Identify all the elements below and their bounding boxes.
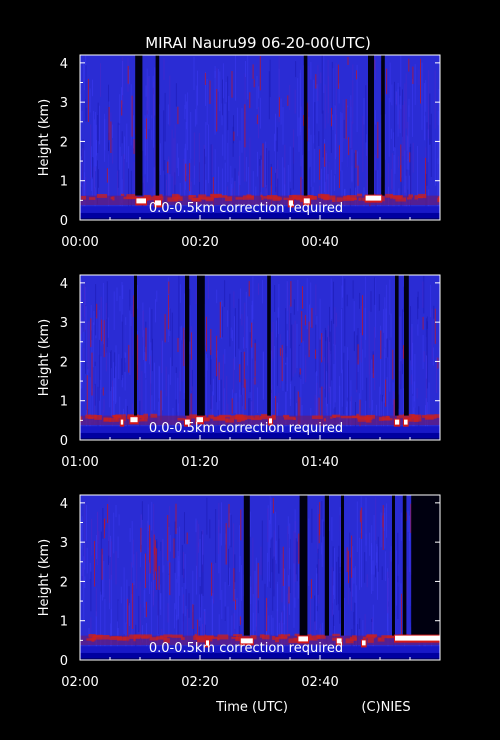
x-tick-label: 01:00 xyxy=(61,455,98,470)
boundary-layer-band xyxy=(80,195,440,206)
y-tick-label: 4 xyxy=(60,57,68,72)
signal-dropout xyxy=(303,55,308,196)
credit-label: (C)NIES xyxy=(361,700,410,715)
surface-layer-1 xyxy=(80,426,440,433)
signal-dropout xyxy=(197,275,205,416)
y-tick-label: 2 xyxy=(60,135,68,150)
boundary-layer-band xyxy=(80,635,440,646)
x-tick-label: 02:40 xyxy=(301,675,338,690)
cloud-base-return xyxy=(185,419,190,425)
y-tick-label: 3 xyxy=(60,536,68,551)
signal-dropout xyxy=(341,495,344,636)
y-tick-label: 1 xyxy=(60,615,68,630)
signal-dropout xyxy=(243,495,250,636)
cloud-base-return xyxy=(269,418,272,424)
signal-dropout xyxy=(411,495,440,636)
x-tick-label: 00:00 xyxy=(61,235,98,250)
x-tick-label: 02:00 xyxy=(61,675,98,690)
cloud-base-return xyxy=(362,640,366,646)
panel-3: 0 1 2 3 4 02:00 02:20 02:40 Height (km) 0.0-0.5km… xyxy=(37,494,441,690)
y-tick-label: 0 xyxy=(60,654,68,669)
cloud-base-return xyxy=(336,638,342,644)
y-tick-label: 3 xyxy=(60,316,68,331)
correction-note: 0.0-0.5km correction required xyxy=(149,421,343,436)
cloud-base-return xyxy=(395,635,440,641)
signal-dropout xyxy=(155,55,160,196)
signal-dropout xyxy=(267,275,271,416)
y-tick-label: 4 xyxy=(60,497,68,512)
y-tick-label: 2 xyxy=(60,575,68,590)
cloud-base-return xyxy=(288,200,293,206)
y-tick-label: 0 xyxy=(60,214,68,229)
cloud-base-return xyxy=(196,417,203,423)
cloud-base-return xyxy=(303,198,310,204)
x-tick-label: 01:40 xyxy=(301,455,338,470)
cloud-base-return xyxy=(155,200,161,206)
x-tick-label: 01:20 xyxy=(181,455,218,470)
cloud-base-return xyxy=(240,638,253,644)
signal-dropout xyxy=(402,495,407,636)
cloud-base-return xyxy=(298,636,308,642)
panel-1: 0 1 2 3 4 00:00 00:20 00:40 Height (km) 0.0-0.5km… xyxy=(37,54,441,250)
y-axis-label: Height (km) xyxy=(37,319,52,396)
surface-layer-2 xyxy=(80,212,440,220)
x-tick-label: 00:40 xyxy=(301,235,338,250)
signal-dropout xyxy=(135,55,143,196)
surface-layer-1 xyxy=(80,206,440,213)
surface-layer-2 xyxy=(80,652,440,660)
y-tick-label: 1 xyxy=(60,395,68,410)
cloud-base-return xyxy=(365,195,382,201)
figure-title: MIRAI Nauru99 06-20-00(UTC) xyxy=(145,34,371,52)
cloud-base-return xyxy=(395,419,400,425)
x-tick-label: 02:20 xyxy=(181,675,218,690)
cloud-base-return xyxy=(404,419,408,425)
cloud-base-return xyxy=(120,419,124,425)
backscatter-field xyxy=(80,55,440,220)
signal-dropout xyxy=(134,275,137,416)
backscatter-field xyxy=(80,275,440,440)
y-tick-label: 3 xyxy=(60,96,68,111)
cloud-base-return xyxy=(136,198,146,204)
signal-dropout xyxy=(368,55,374,196)
panel-2: 0 1 2 3 4 01:00 01:20 01:40 Height (km) 0.0-0.5km… xyxy=(37,274,441,470)
correction-note: 0.0-0.5km correction required xyxy=(149,201,343,216)
surface-layer-1 xyxy=(80,646,440,653)
correction-note: 0.0-0.5km correction required xyxy=(149,641,343,656)
y-tick-label: 2 xyxy=(60,355,68,370)
signal-dropout xyxy=(404,275,409,416)
signal-dropout xyxy=(395,275,399,416)
signal-dropout xyxy=(324,495,329,636)
signal-dropout xyxy=(392,495,395,636)
signal-dropout xyxy=(185,275,190,416)
x-axis-label: Time (UTC) xyxy=(215,700,288,715)
cloud-base-return xyxy=(206,640,209,646)
surface-layer-2 xyxy=(80,432,440,440)
signal-dropout xyxy=(299,495,308,636)
boundary-layer-band xyxy=(80,415,440,426)
y-tick-label: 1 xyxy=(60,175,68,190)
y-tick-label: 0 xyxy=(60,434,68,449)
x-tick-label: 00:20 xyxy=(181,235,218,250)
signal-dropout xyxy=(381,55,385,196)
y-axis-label: Height (km) xyxy=(37,539,52,616)
backscatter-field xyxy=(80,495,440,660)
y-tick-label: 4 xyxy=(60,277,68,292)
cloud-base-return xyxy=(130,417,138,423)
y-axis-label: Height (km) xyxy=(37,99,52,176)
